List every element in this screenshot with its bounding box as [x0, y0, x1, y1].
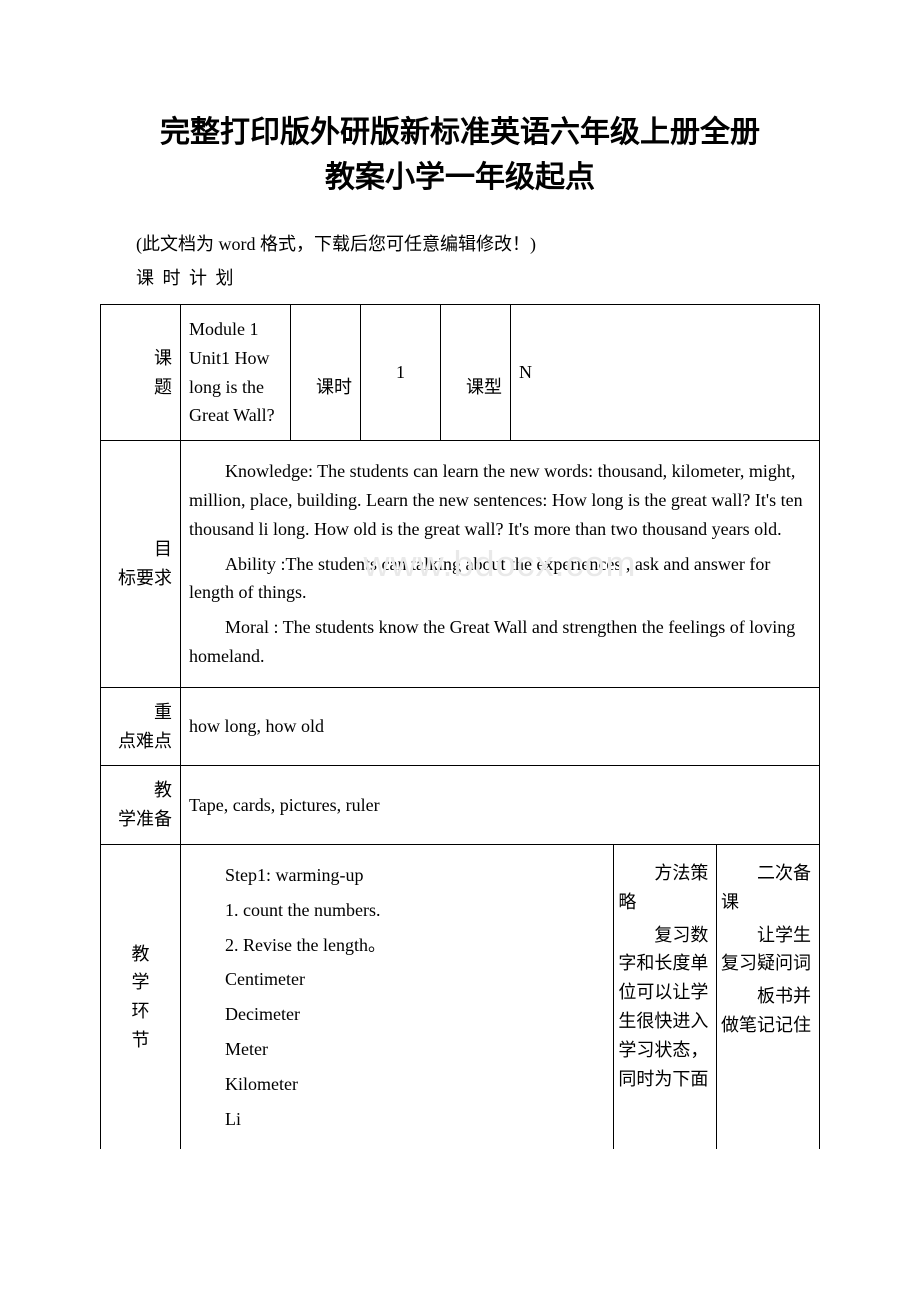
cell-lesson-title-value: Module 1 Unit1 How long is the Great Wal…: [181, 305, 291, 441]
document-page: 完整打印版外研版新标准英语六年级上册全册 教案小学一年级起点 (此文档为 wor…: [0, 0, 920, 1209]
cell-keypoints-label: 重点难点: [101, 687, 181, 766]
cell-steps-main: Step1: warming-up 1. count the numbers. …: [181, 845, 614, 1149]
step-line: Meter: [189, 1035, 605, 1064]
strategy-text: 复习数字和长度单位可以让学生很快进入学习状态，同时为下面: [618, 921, 712, 1094]
notes-text-2: 板书并做笔记记住: [721, 982, 815, 1040]
table-row: 课题 Module 1 Unit1 How long is the Great …: [101, 305, 820, 441]
cell-keypoints-content: how long, how old: [181, 687, 820, 766]
page-title: 完整打印版外研版新标准英语六年级上册全册 教案小学一年级起点: [100, 110, 820, 200]
cell-steps-notes: 二次备课 让学生复习疑问词 板书并做笔记记住: [716, 845, 819, 1149]
cell-lesson-title-label: 课题: [101, 305, 181, 441]
cell-goals-content: Knowledge: The students can learn the ne…: [181, 441, 820, 688]
cell-steps-label: 教 学 环 节: [101, 844, 181, 1149]
step-line: 2. Revise the length。: [189, 931, 605, 960]
lesson-plan-table: 课题 Module 1 Unit1 How long is the Great …: [100, 304, 820, 1149]
table-row: 目标要求 Knowledge: The students can learn t…: [101, 441, 820, 688]
notes-text-1: 让学生复习疑问词: [721, 921, 815, 979]
goal-moral: Moral : The students know the Great Wall…: [189, 613, 811, 671]
table-row: 教学准备 Tape, cards, pictures, ruler: [101, 766, 820, 845]
title-line-1: 完整打印版外研版新标准英语六年级上册全册: [160, 116, 760, 149]
cell-steps-wrapper: Step1: warming-up 1. count the numbers. …: [181, 844, 820, 1149]
strategy-heading: 方法策略: [618, 859, 712, 917]
cell-steps-strategy: 方法策略 复习数字和长度单位可以让学生很快进入学习状态，同时为下面: [614, 845, 717, 1149]
step-line: Kilometer: [189, 1070, 605, 1099]
step-line: Step1: warming-up: [189, 861, 605, 890]
lesson-plan-label: 课 时 计 划: [100, 264, 820, 290]
step-line: Decimeter: [189, 1000, 605, 1029]
goal-knowledge: Knowledge: The students can learn the ne…: [189, 457, 811, 543]
cell-type-value: N: [511, 305, 820, 441]
cell-prep-content: Tape, cards, pictures, ruler: [181, 766, 820, 845]
table-row: 重点难点 how long, how old: [101, 687, 820, 766]
cell-period-value: 1: [361, 305, 441, 441]
cell-period-label: 课时: [291, 305, 361, 441]
steps-inner-table: Step1: warming-up 1. count the numbers. …: [181, 845, 819, 1149]
cell-type-label: 课型: [441, 305, 511, 441]
cell-prep-label: 教学准备: [101, 766, 181, 845]
step-line: Li: [189, 1105, 605, 1134]
title-line-2: 教案小学一年级起点: [325, 161, 595, 194]
cell-goals-label: 目标要求: [101, 441, 181, 688]
notes-heading: 二次备课: [721, 859, 815, 917]
step-line: Centimeter: [189, 965, 605, 994]
goal-ability: Ability :The students can talking about …: [189, 550, 811, 608]
table-row: 教 学 环 节 Step1: warming-up 1. count the n: [101, 844, 820, 1149]
intro-text: (此文档为 word 格式，下载后您可任意编辑修改！): [100, 230, 820, 256]
step-line: 1. count the numbers.: [189, 896, 605, 925]
